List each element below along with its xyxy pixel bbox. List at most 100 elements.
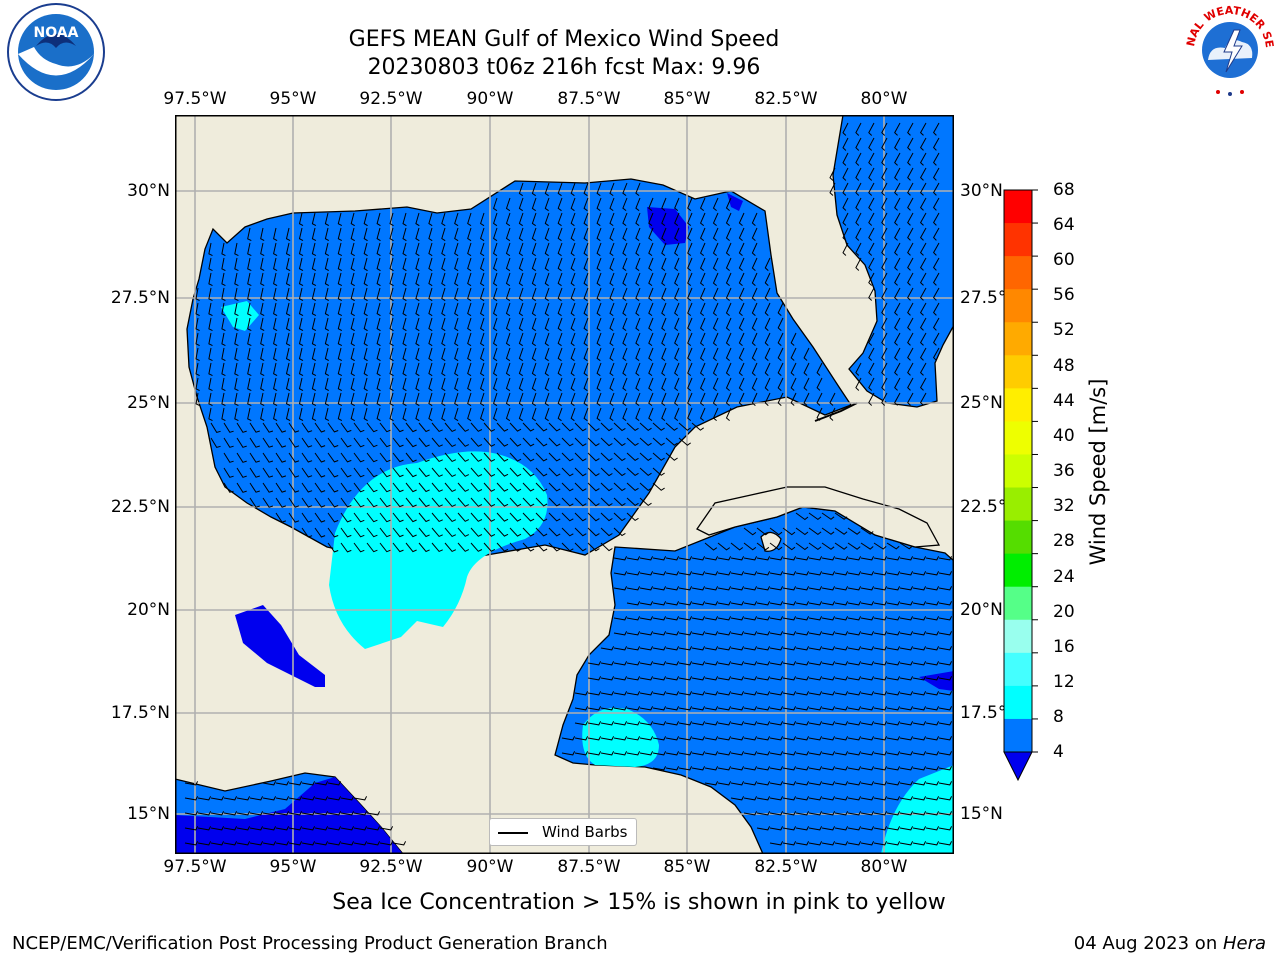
wind-barb — [480, 362, 485, 377]
wind-barb — [402, 392, 407, 407]
wind-barb — [184, 796, 199, 801]
wind-barb — [363, 392, 368, 407]
wind-barb — [583, 377, 589, 392]
wind-barb — [899, 796, 914, 801]
wind-barb — [847, 676, 862, 681]
wind-barb — [756, 586, 771, 591]
wind-barb — [639, 646, 654, 651]
wind-barb — [652, 691, 667, 696]
wind-barb — [674, 407, 680, 421]
wind-barb — [548, 527, 561, 537]
wind-barb — [925, 811, 940, 816]
wind-barb — [912, 646, 927, 651]
wind-barb — [756, 616, 771, 621]
wind-barb — [392, 497, 404, 508]
wind-barb — [821, 512, 835, 520]
wind-barb — [415, 257, 420, 272]
wind-barb — [544, 362, 550, 377]
wind-barb — [725, 347, 732, 361]
wind-barb — [441, 347, 446, 362]
wind-barb — [626, 556, 641, 561]
wind-barb — [873, 631, 888, 636]
wind-barb — [907, 182, 914, 196]
wind-barb — [834, 691, 849, 696]
wind-barb — [324, 362, 330, 377]
wind-barb — [275, 811, 290, 816]
wind-barb — [522, 437, 535, 447]
wind-barb — [314, 452, 326, 463]
wind-barb — [834, 631, 849, 636]
wind-barb — [480, 407, 485, 422]
lon-label-top: 80°W — [860, 89, 908, 109]
wind-barb — [639, 721, 654, 726]
wind-barb — [860, 781, 875, 786]
wind-barb — [405, 497, 417, 508]
wind-barb — [596, 287, 602, 302]
wind-barb — [273, 347, 278, 362]
wind-barb — [273, 392, 278, 407]
wind-barb — [557, 407, 563, 422]
wind-barb — [210, 826, 225, 831]
wind-barb — [717, 691, 732, 696]
wind-barb — [847, 571, 862, 576]
wind-barb — [687, 407, 693, 421]
wind-barb — [570, 347, 576, 362]
wind-barb — [298, 242, 304, 257]
wind-barb — [234, 242, 239, 257]
wind-barb — [635, 332, 641, 346]
wind-barb — [678, 736, 693, 741]
wind-barb — [855, 242, 862, 256]
wind-barb — [868, 332, 875, 346]
wind-barb — [860, 841, 875, 846]
wind-barb — [288, 841, 303, 846]
wind-barb — [691, 676, 706, 681]
wind-barb — [834, 601, 849, 606]
wind-barb — [570, 242, 576, 257]
wind-barb — [704, 646, 719, 651]
wind-barb — [886, 811, 901, 816]
wind-barb — [842, 212, 849, 226]
wind-barb — [691, 556, 706, 561]
wind-barb — [337, 287, 343, 302]
wind-barb — [665, 452, 678, 461]
wind-barb — [379, 512, 391, 523]
wind-barb — [886, 556, 901, 561]
lat-label-right: 15°N — [960, 804, 1003, 824]
wind-barb — [919, 257, 927, 271]
wind-barb — [583, 272, 589, 287]
wind-barb — [704, 736, 719, 741]
wind-barb — [470, 512, 483, 522]
wind-barb — [821, 571, 836, 576]
wind-barb — [234, 362, 239, 377]
wind-barb — [574, 482, 587, 492]
wind-barb — [661, 392, 667, 406]
wind-barb — [376, 212, 381, 227]
wind-barb — [881, 392, 888, 406]
wind-barb — [428, 242, 433, 257]
wind-barb — [756, 542, 770, 551]
wind-barb — [574, 467, 587, 477]
wind-barb — [769, 631, 784, 636]
wind-barb — [415, 227, 420, 242]
wind-barb — [454, 332, 459, 347]
wind-barb — [518, 377, 524, 392]
lon-label-bottom: 97.5°W — [163, 857, 227, 877]
wind-barb — [821, 676, 836, 681]
wind-barb — [635, 227, 641, 241]
wind-barb — [886, 691, 901, 696]
wind-barb — [712, 392, 719, 406]
wind-barb — [821, 721, 836, 726]
wind-barb — [428, 272, 433, 287]
wind-barb — [609, 392, 615, 407]
wind-barb — [678, 676, 693, 681]
wind-barb — [340, 422, 352, 433]
wind-barb — [314, 422, 326, 433]
wind-barb — [751, 377, 758, 391]
wind-barb — [405, 512, 417, 523]
wind-barb — [583, 317, 589, 332]
wind-barb — [782, 571, 797, 576]
wind-barb — [311, 392, 317, 407]
wind-barb — [769, 556, 784, 561]
wind-barb — [730, 556, 745, 561]
wind-barb — [881, 242, 888, 256]
